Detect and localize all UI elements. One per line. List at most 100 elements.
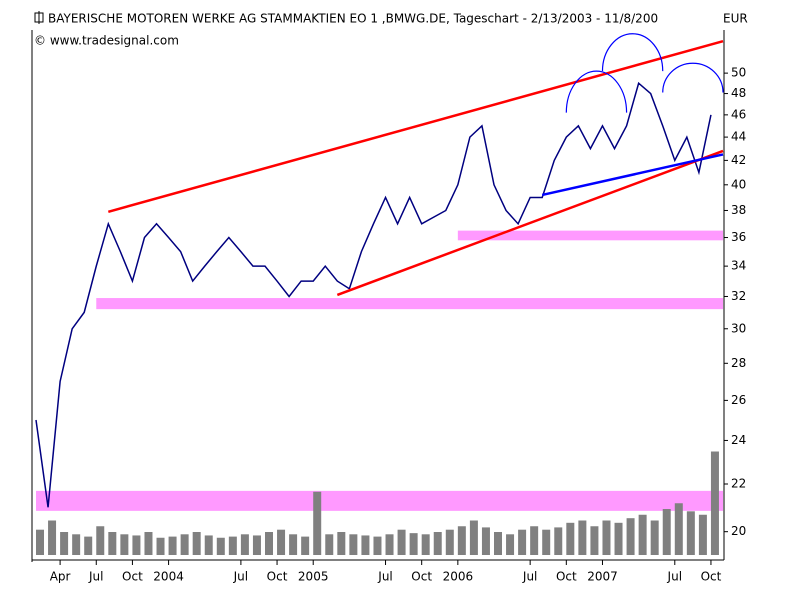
volume-bar	[542, 529, 551, 555]
volume-bar	[710, 451, 719, 555]
x-tick-label: Jul	[667, 570, 682, 584]
volume-bar	[96, 526, 105, 555]
volume-bar	[60, 532, 69, 555]
y-tick-label: 34	[731, 259, 746, 273]
volume-bar	[132, 535, 141, 555]
volume-bar	[698, 514, 707, 555]
volume-bar	[626, 518, 635, 555]
support-band	[457, 230, 723, 241]
volume-bar	[192, 532, 201, 555]
volume-bar	[337, 532, 346, 555]
x-tick-label: Jul	[377, 570, 392, 584]
y-tick-label: 26	[731, 393, 746, 407]
y-tick-label: 28	[731, 356, 746, 370]
pattern-arc	[601, 33, 664, 72]
volume-bar	[325, 534, 334, 555]
pattern-arc	[565, 70, 628, 113]
volume-bar	[216, 537, 225, 555]
volume-bar	[566, 522, 575, 555]
volume-bar	[36, 529, 44, 555]
y-tick-label: 44	[731, 130, 746, 144]
x-tick-label: Jul	[522, 570, 537, 584]
volume-bar	[674, 503, 683, 555]
volume-bar	[72, 534, 81, 555]
volume-bar	[494, 532, 502, 555]
volume-bar	[469, 520, 478, 555]
volume-bar	[277, 529, 286, 555]
volume-bar	[650, 520, 659, 555]
volume-bar	[614, 522, 623, 555]
chart-title: BAYERISCHE MOTOREN WERKE AG STAMMAKTIEN …	[48, 12, 658, 26]
y-tick-label: 46	[731, 107, 746, 121]
volume-bar	[156, 537, 165, 555]
support-band	[96, 298, 723, 310]
volume-bar	[240, 534, 249, 555]
volume-bar	[108, 532, 117, 555]
volume-bar	[228, 536, 237, 555]
x-tick-label: 2004	[153, 570, 184, 584]
x-tick-label: Oct	[556, 570, 577, 584]
y-tick-label: 40	[731, 177, 746, 191]
volume-bar	[554, 527, 563, 555]
trend-line	[336, 149, 724, 297]
volume-bar	[252, 535, 261, 555]
volume-bar	[686, 511, 695, 555]
volume-bar	[204, 535, 213, 555]
volume-bar	[421, 534, 430, 555]
price-line	[35, 81, 712, 508]
volume-bar	[48, 520, 57, 555]
x-tick-label: Oct	[122, 570, 143, 584]
trend-line	[107, 39, 724, 213]
volume-bar	[301, 536, 310, 555]
volume-bar	[144, 532, 153, 555]
volume-bar	[602, 520, 611, 555]
x-tick-label: Jul	[88, 570, 103, 584]
y-tick-label: 22	[731, 476, 746, 490]
volume-bar	[590, 526, 599, 555]
volume-bar	[289, 534, 298, 555]
pattern-arc	[662, 62, 724, 93]
x-tick-label: 2005	[298, 570, 329, 584]
x-tick-label: Jul	[233, 570, 248, 584]
y-tick-label: 48	[731, 86, 746, 100]
volume-bar	[457, 526, 466, 555]
x-tick-label: Oct	[411, 570, 432, 584]
volume-bar	[518, 529, 527, 555]
x-tick-label: 2007	[587, 570, 618, 584]
y-tick-label: 32	[731, 289, 746, 303]
y-tick-label: 50	[731, 66, 746, 80]
volume-bar	[168, 536, 177, 555]
volume-bar	[180, 534, 189, 555]
y-tick-label: 30	[731, 321, 746, 335]
volume-bar	[506, 534, 515, 555]
volume-bar	[265, 532, 273, 555]
volume-bar	[373, 536, 382, 555]
volume-bar	[397, 529, 406, 555]
support-band	[36, 490, 723, 511]
x-tick-label: Apr	[50, 570, 71, 584]
volume-bar	[662, 509, 671, 555]
volume-bar	[530, 526, 539, 555]
currency: EUR	[723, 12, 748, 26]
volume-bar	[638, 514, 647, 555]
y-tick-label: 38	[731, 203, 746, 217]
volume-bar	[578, 520, 587, 555]
volume-bar	[313, 491, 322, 555]
volume-bar	[349, 534, 358, 555]
title-icon	[34, 11, 44, 24]
volume-bar	[385, 534, 394, 555]
volume-bar	[433, 532, 442, 555]
volume-bar	[445, 529, 454, 555]
y-tick-label: 24	[731, 433, 746, 447]
volume-bar	[409, 533, 418, 555]
trend-line	[541, 153, 724, 197]
volume-bar	[481, 527, 490, 555]
chart-subtitle: © www.tradesignal.com	[34, 34, 179, 48]
volume-bar	[84, 536, 93, 555]
x-tick-label: Oct	[701, 570, 722, 584]
y-tick-label: 42	[731, 153, 746, 167]
y-tick-label: 20	[731, 524, 746, 538]
y-tick-label: 36	[731, 230, 746, 244]
